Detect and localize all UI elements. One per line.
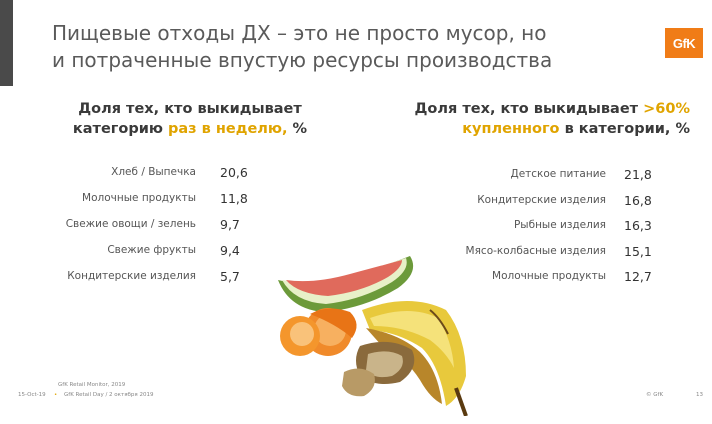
- right-row-label: Мясо-колбасные изделия: [465, 245, 606, 257]
- right-row: Детское питание 21,8: [402, 164, 674, 184]
- right-row-value: 12,7: [624, 268, 652, 284]
- slide-title: Пищевые отходы ДХ – это не просто мусор,…: [52, 20, 572, 74]
- gfk-logo-text: GfK: [672, 35, 696, 51]
- left-row-label: Хлеб / Выпечка: [111, 166, 196, 178]
- accent-bar: [0, 0, 13, 86]
- left-row-label: Свежие овощи / зелень: [65, 218, 196, 230]
- footer-date: 15-Oct-19: [18, 392, 46, 398]
- right-row: Рыбные изделия 16,3: [402, 215, 674, 235]
- right-heading-highlight-1: >60%: [643, 101, 690, 117]
- left-row-value: 5,7: [220, 268, 240, 284]
- right-row-label: Молочные продукты: [492, 270, 606, 282]
- right-row-value: 21,8: [624, 166, 652, 182]
- left-heading: Доля тех, кто выкидывает категорию раз в…: [40, 99, 340, 139]
- left-row: Кондитерские изделия 5,7: [0, 266, 270, 286]
- title-line-2: и потраченные впустую ресурсы производст…: [52, 48, 553, 72]
- left-row-value: 11,8: [220, 190, 248, 206]
- page-number: 13: [696, 392, 703, 398]
- right-row-value: 15,1: [624, 243, 652, 259]
- right-heading: Доля тех, кто выкидывает >60% купленного…: [395, 99, 690, 139]
- left-heading-post: %: [287, 121, 308, 137]
- left-row-label: Свежие фрукты: [107, 244, 196, 256]
- right-row-value: 16,8: [624, 192, 652, 208]
- left-row: Свежие фрукты 9,4: [0, 240, 270, 260]
- left-row-value: 9,7: [220, 216, 240, 232]
- right-heading-pre: Доля тех, кто выкидывает: [414, 101, 644, 117]
- left-row-value: 20,6: [220, 164, 248, 180]
- footer-source-1: GfK Retail Monitor, 2019: [58, 382, 126, 388]
- footer-bullet: •: [54, 392, 58, 398]
- left-row-label: Кондитерские изделия: [67, 270, 196, 282]
- right-heading-post: в категории, %: [559, 121, 690, 137]
- left-row: Свежие овощи / зелень 9,7: [0, 214, 270, 234]
- left-row-label: Молочные продукты: [82, 192, 196, 204]
- right-heading-line-1: Доля тех, кто выкидывает >60%: [395, 99, 690, 119]
- left-heading-line-1: Доля тех, кто выкидывает: [78, 101, 302, 117]
- right-row: Мясо-колбасные изделия 15,1: [402, 241, 674, 261]
- food-waste-photo: [278, 256, 468, 416]
- gfk-logo: GfK: [665, 28, 703, 58]
- right-row: Молочные продукты 12,7: [402, 266, 674, 286]
- right-heading-line-2: купленного в категории, %: [395, 119, 690, 139]
- left-row: Молочные продукты 11,8: [0, 188, 270, 208]
- footer-copyright: © GfK: [646, 392, 664, 398]
- right-row-label: Кондитерские изделия: [477, 194, 606, 206]
- right-heading-highlight-2: купленного: [462, 121, 560, 137]
- left-heading-highlight: раз в неделю,: [168, 121, 288, 137]
- right-row-value: 16,3: [624, 217, 652, 233]
- title-line-1: Пищевые отходы ДХ – это не просто мусор,…: [52, 21, 547, 45]
- right-row: Кондитерские изделия 16,8: [402, 190, 674, 210]
- left-row: Хлеб / Выпечка 20,6: [0, 162, 270, 182]
- right-row-label: Рыбные изделия: [513, 219, 606, 231]
- left-row-value: 9,4: [220, 242, 240, 258]
- right-row-label: Детское питание: [510, 168, 606, 180]
- left-heading-line-2: категорию раз в неделю, %: [40, 119, 340, 139]
- footer-source-2: GfK Retail Day / 2 октября 2019: [64, 392, 154, 398]
- left-heading-pre: категорию: [72, 121, 169, 137]
